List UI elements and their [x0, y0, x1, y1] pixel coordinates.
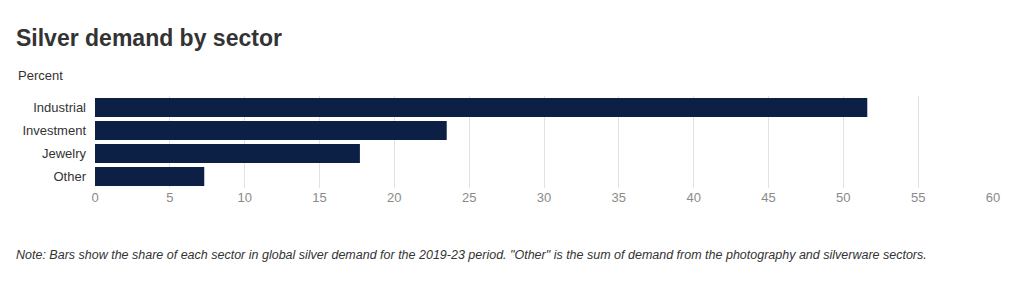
svg-text:Silver demand by sector: Silver demand by sector [16, 25, 282, 51]
html-text:Note: Bars show the share of e: Note: Bars show the share of each sector… [16, 248, 927, 262]
svg-text:Other: Other [53, 169, 86, 184]
svg-text:30: 30 [537, 190, 551, 205]
svg-text:60: 60 [986, 190, 1000, 205]
svg-text:Industrial: Industrial [33, 100, 86, 115]
svg-text:10: 10 [237, 190, 251, 205]
svg-text:25: 25 [462, 190, 476, 205]
svg-text:45: 45 [761, 190, 775, 205]
svg-text:35: 35 [612, 190, 626, 205]
svg-text:0: 0 [91, 190, 98, 205]
svg-text:5: 5 [166, 190, 173, 205]
svg-text:Investment: Investment [22, 123, 86, 138]
svg-text:Jewelry: Jewelry [42, 146, 87, 161]
svg-text:Percent: Percent [18, 68, 63, 83]
svg-text:55: 55 [911, 190, 925, 205]
svg-text:15: 15 [312, 190, 326, 205]
svg-text:40: 40 [686, 190, 700, 205]
svg-text:20: 20 [387, 190, 401, 205]
svg-text:50: 50 [836, 190, 850, 205]
